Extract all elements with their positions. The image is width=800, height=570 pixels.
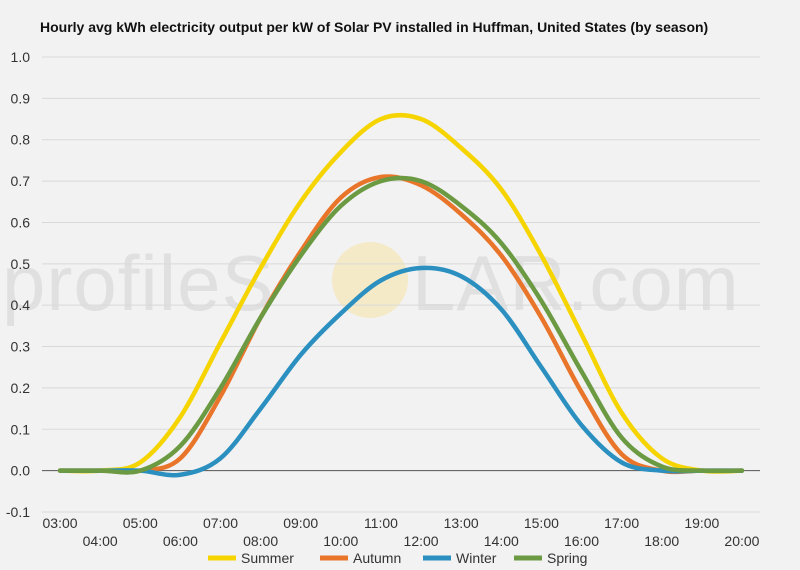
x-axis-ticks: 03:00 04:00 05:00 06:00 07:00 08:00 09:00 10:00… bbox=[43, 515, 760, 549]
x-tick-label: 14:00 bbox=[484, 533, 519, 549]
legend: Summer Autumn Winter Spring bbox=[208, 550, 587, 566]
x-tick-label: 03:00 bbox=[43, 515, 78, 531]
series-line-winter bbox=[57, 265, 745, 478]
x-tick-label: 16:00 bbox=[564, 533, 599, 549]
legend-label-spring: Spring bbox=[547, 550, 587, 566]
y-tick-label: 0.9 bbox=[11, 90, 31, 106]
y-tick-label: 0.5 bbox=[11, 256, 31, 272]
y-tick-label: 1.0 bbox=[11, 49, 31, 65]
legend-label-autumn: Autumn bbox=[353, 550, 401, 566]
y-tick-label: -0.1 bbox=[6, 504, 30, 520]
legend-label-summer: Summer bbox=[241, 550, 294, 566]
watermark-text-right: LAR.com bbox=[412, 239, 740, 327]
y-tick-label: 0.0 bbox=[11, 463, 31, 479]
x-tick-label: 19:00 bbox=[684, 515, 719, 531]
x-tick-label: 04:00 bbox=[83, 533, 118, 549]
x-tick-label: 20:00 bbox=[724, 533, 759, 549]
series-line-summer bbox=[57, 112, 745, 474]
x-tick-label: 07:00 bbox=[203, 515, 238, 531]
watermark-sun-icon bbox=[332, 242, 408, 318]
grid bbox=[42, 56, 760, 513]
series-line-spring bbox=[57, 175, 745, 475]
x-tick-label: 09:00 bbox=[283, 515, 318, 531]
y-tick-label: 0.7 bbox=[11, 173, 31, 189]
y-axis-ticks: -0.1 0.0 0.1 0.2 0.3 0.4 0.5 0.6 0.7 0.8 0.9 1.0 bbox=[6, 49, 30, 520]
legend-label-winter: Winter bbox=[456, 550, 497, 566]
watermark-text-left: profileS bbox=[2, 239, 274, 327]
watermark: profileS LAR.com bbox=[2, 239, 740, 327]
x-tick-label: 18:00 bbox=[644, 533, 679, 549]
x-tick-label: 06:00 bbox=[163, 533, 198, 549]
x-tick-label: 08:00 bbox=[243, 533, 278, 549]
x-tick-label: 11:00 bbox=[364, 515, 398, 531]
series-lines bbox=[57, 112, 745, 478]
x-tick-label: 12:00 bbox=[404, 533, 439, 549]
y-tick-label: 0.3 bbox=[11, 339, 31, 355]
y-tick-label: 0.1 bbox=[11, 421, 31, 437]
x-tick-label: 05:00 bbox=[123, 515, 158, 531]
x-tick-label: 15:00 bbox=[524, 515, 559, 531]
y-tick-label: 0.8 bbox=[11, 132, 31, 148]
y-tick-label: 0.2 bbox=[11, 380, 31, 396]
x-tick-label: 17:00 bbox=[604, 515, 639, 531]
y-tick-label: 0.6 bbox=[11, 214, 31, 230]
x-tick-label: 13:00 bbox=[444, 515, 479, 531]
y-tick-label: 0.4 bbox=[11, 297, 31, 313]
x-tick-label: 10:00 bbox=[323, 533, 358, 549]
chart-title: Hourly avg kWh electricity output per kW… bbox=[40, 19, 709, 35]
